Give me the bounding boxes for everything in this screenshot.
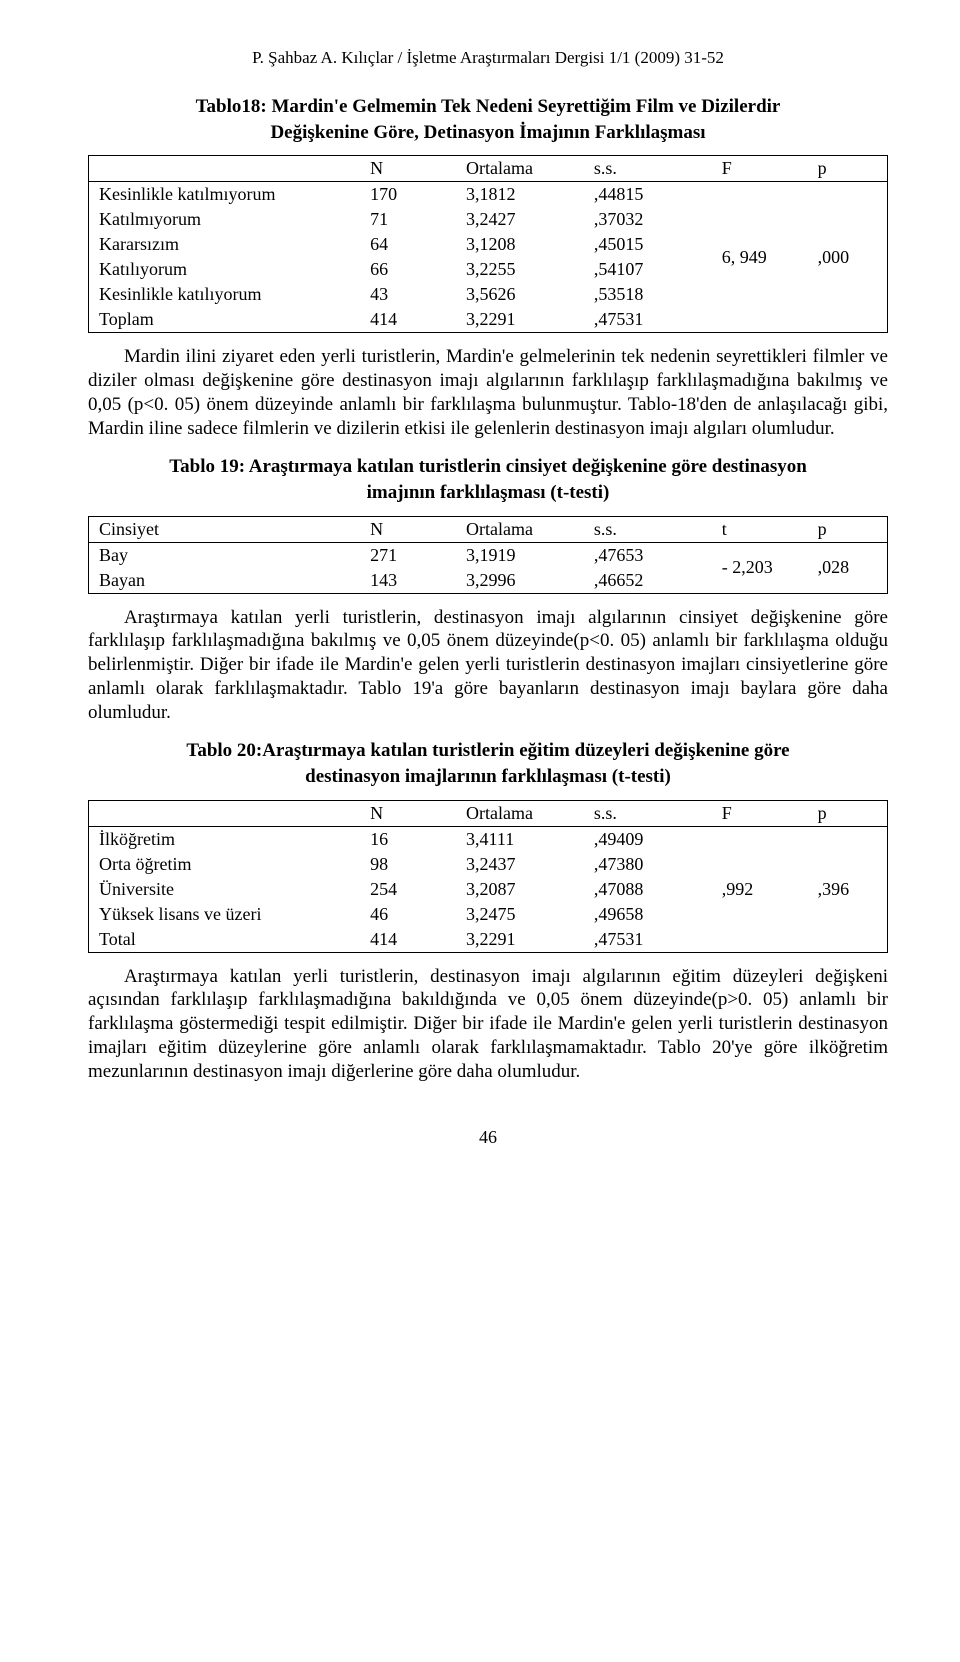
cell-label: Katılmıyorum <box>89 207 361 232</box>
cell-mean: 3,4111 <box>456 826 584 852</box>
cell-label: İlköğretim <box>89 826 361 852</box>
paragraph-2: Araştırmaya katılan yerli turistlerin, d… <box>88 606 888 725</box>
cell-p: ,396 <box>808 826 888 952</box>
page-container: P. Şahbaz A. Kılıçlar / İşletme Araştırm… <box>0 0 960 1208</box>
table20-head-ss: s.s. <box>584 800 712 826</box>
cell-t: - 2,203 <box>712 542 808 593</box>
table19: Cinsiyet N Ortalama s.s. t p Bay 271 3,1… <box>88 516 888 594</box>
cell-ss: ,44815 <box>584 182 712 208</box>
cell-p: ,028 <box>808 542 888 593</box>
cell-mean: 3,5626 <box>456 282 584 307</box>
cell-mean: 3,2427 <box>456 207 584 232</box>
paragraph-1: Mardin ilini ziyaret eden yerli turistle… <box>88 345 888 440</box>
table20-head-n: N <box>360 800 456 826</box>
table20-head-p: p <box>808 800 888 826</box>
cell-mean: 3,2475 <box>456 902 584 927</box>
cell-n: 43 <box>360 282 456 307</box>
cell-label: Yüksek lisans ve üzeri <box>89 902 361 927</box>
table20: N Ortalama s.s. F p İlköğretim 16 3,4111… <box>88 800 888 953</box>
paragraph-3: Araştırmaya katılan yerli turistlerin, d… <box>88 965 888 1084</box>
cell-ss: ,47531 <box>584 927 712 953</box>
cell-label: Kesinlikle katılıyorum <box>89 282 361 307</box>
table19-title-line2: imajının farklılaşması (t-testi) <box>367 482 610 503</box>
cell-label: Kararsızım <box>89 232 361 257</box>
table-row: İlköğretim 16 3,4111 ,49409 ,992 ,396 <box>89 826 888 852</box>
cell-ss: ,47653 <box>584 542 712 568</box>
cell-n: 271 <box>360 542 456 568</box>
cell-ss: ,37032 <box>584 207 712 232</box>
cell-n: 98 <box>360 852 456 877</box>
cell-n: 46 <box>360 902 456 927</box>
cell-mean: 3,2437 <box>456 852 584 877</box>
cell-ss: ,46652 <box>584 568 712 594</box>
table18-head-n: N <box>360 156 456 182</box>
table18-title-line1: Tablo18: Mardin'e Gelmemin Tek Nedeni Se… <box>196 96 781 117</box>
cell-ss: ,47380 <box>584 852 712 877</box>
table20-header-row: N Ortalama s.s. F p <box>89 800 888 826</box>
table19-head-t: t <box>712 516 808 542</box>
table20-head-f: F <box>712 800 808 826</box>
table18: N Ortalama s.s. F p Kesinlikle katılmıyo… <box>88 155 888 333</box>
cell-mean: 3,2087 <box>456 877 584 902</box>
table19-title: Tablo 19: Araştırmaya katılan turistleri… <box>88 454 888 505</box>
cell-f: ,992 <box>712 826 808 952</box>
cell-label: Katılıyorum <box>89 257 361 282</box>
cell-mean: 3,1208 <box>456 232 584 257</box>
table19-head-n: N <box>360 516 456 542</box>
running-head: P. Şahbaz A. Kılıçlar / İşletme Araştırm… <box>88 48 888 68</box>
cell-f: 6, 949 <box>712 182 808 333</box>
table18-head-p: p <box>808 156 888 182</box>
cell-n: 71 <box>360 207 456 232</box>
cell-mean: 3,2996 <box>456 568 584 594</box>
cell-n: 170 <box>360 182 456 208</box>
table18-title: Tablo18: Mardin'e Gelmemin Tek Nedeni Se… <box>88 94 888 145</box>
table20-head-mean: Ortalama <box>456 800 584 826</box>
cell-ss: ,47531 <box>584 307 712 333</box>
cell-n: 143 <box>360 568 456 594</box>
cell-mean: 3,1812 <box>456 182 584 208</box>
table19-head-p: p <box>808 516 888 542</box>
cell-mean: 3,2291 <box>456 307 584 333</box>
page-number: 46 <box>88 1127 888 1148</box>
cell-mean: 3,2291 <box>456 927 584 953</box>
cell-mean: 3,1919 <box>456 542 584 568</box>
table-row: Bay 271 3,1919 ,47653 - 2,203 ,028 <box>89 542 888 568</box>
cell-ss: ,49658 <box>584 902 712 927</box>
cell-n: 16 <box>360 826 456 852</box>
cell-n: 64 <box>360 232 456 257</box>
cell-label: Kesinlikle katılmıyorum <box>89 182 361 208</box>
table20-title-line1: Tablo 20:Araştırmaya katılan turistlerin… <box>186 740 789 761</box>
table18-title-line2: Değişkenine Göre, Detinasyon İmajının Fa… <box>270 122 705 143</box>
cell-n: 414 <box>360 307 456 333</box>
table18-header-row: N Ortalama s.s. F p <box>89 156 888 182</box>
table19-head-ss: s.s. <box>584 516 712 542</box>
cell-label: Total <box>89 927 361 953</box>
cell-ss: ,49409 <box>584 826 712 852</box>
cell-label: Orta öğretim <box>89 852 361 877</box>
table18-head-ss: s.s. <box>584 156 712 182</box>
cell-ss: ,45015 <box>584 232 712 257</box>
table19-head-mean: Ortalama <box>456 516 584 542</box>
cell-n: 66 <box>360 257 456 282</box>
table20-title: Tablo 20:Araştırmaya katılan turistlerin… <box>88 738 888 789</box>
table18-head-f: F <box>712 156 808 182</box>
cell-ss: ,53518 <box>584 282 712 307</box>
table19-head-lbl: Cinsiyet <box>89 516 361 542</box>
cell-ss: ,47088 <box>584 877 712 902</box>
table20-title-line2: destinasyon imajlarının farklılaşması (t… <box>305 766 671 787</box>
cell-ss: ,54107 <box>584 257 712 282</box>
cell-n: 414 <box>360 927 456 953</box>
table-row: Kesinlikle katılmıyorum 170 3,1812 ,4481… <box>89 182 888 208</box>
table19-title-line1: Tablo 19: Araştırmaya katılan turistleri… <box>169 456 807 477</box>
table19-header-row: Cinsiyet N Ortalama s.s. t p <box>89 516 888 542</box>
table18-head-mean: Ortalama <box>456 156 584 182</box>
cell-n: 254 <box>360 877 456 902</box>
cell-label: Toplam <box>89 307 361 333</box>
cell-label: Bay <box>89 542 361 568</box>
cell-p: ,000 <box>808 182 888 333</box>
cell-label: Üniversite <box>89 877 361 902</box>
cell-mean: 3,2255 <box>456 257 584 282</box>
cell-label: Bayan <box>89 568 361 594</box>
